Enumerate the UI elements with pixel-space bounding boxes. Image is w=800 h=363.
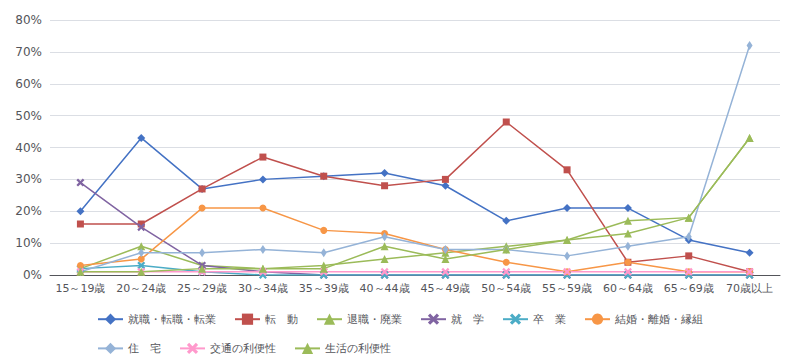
svg-text:40%: 40%: [15, 141, 42, 155]
svg-text:50～54歳: 50～54歳: [481, 282, 531, 295]
svg-text:10%: 10%: [15, 236, 42, 250]
svg-text:80%: 80%: [15, 13, 42, 27]
svg-text:65～69歳: 65～69歳: [664, 282, 714, 295]
svg-text:70歳以上: 70歳以上: [726, 282, 773, 295]
svg-text:30%: 30%: [15, 172, 42, 186]
svg-text:卒 業: 卒 業: [533, 313, 566, 326]
svg-text:35～39歳: 35～39歳: [299, 282, 349, 295]
svg-text:50%: 50%: [15, 109, 42, 123]
svg-text:住 宅: 住 宅: [128, 342, 161, 355]
svg-text:退職・廃業: 退職・廃業: [347, 313, 402, 326]
svg-text:転 動: 転 動: [265, 313, 298, 326]
svg-text:就 学: 就 学: [451, 313, 484, 326]
svg-text:0%: 0%: [23, 268, 42, 282]
svg-text:60%: 60%: [15, 77, 42, 91]
svg-text:15～19歳: 15～19歳: [55, 282, 105, 295]
svg-text:25～29歳: 25～29歳: [177, 282, 227, 295]
svg-text:70%: 70%: [15, 45, 42, 59]
svg-text:20～24歳: 20～24歳: [116, 282, 166, 295]
svg-text:55～59歳: 55～59歳: [542, 282, 592, 295]
svg-text:20%: 20%: [15, 204, 42, 218]
svg-text:60～64歳: 60～64歳: [603, 282, 653, 295]
svg-text:結婚・離婚・縁組: 結婚・離婚・縁組: [614, 313, 703, 326]
svg-text:40～44歳: 40～44歳: [360, 282, 410, 295]
svg-text:就職・転職・転業: 就職・転職・転業: [128, 313, 216, 326]
svg-text:交通の利便性: 交通の利便性: [210, 342, 276, 355]
svg-text:45～49歳: 45～49歳: [420, 282, 470, 295]
svg-text:生活の利便性: 生活の利便性: [325, 342, 391, 355]
svg-text:30～34歳: 30～34歳: [238, 282, 288, 295]
